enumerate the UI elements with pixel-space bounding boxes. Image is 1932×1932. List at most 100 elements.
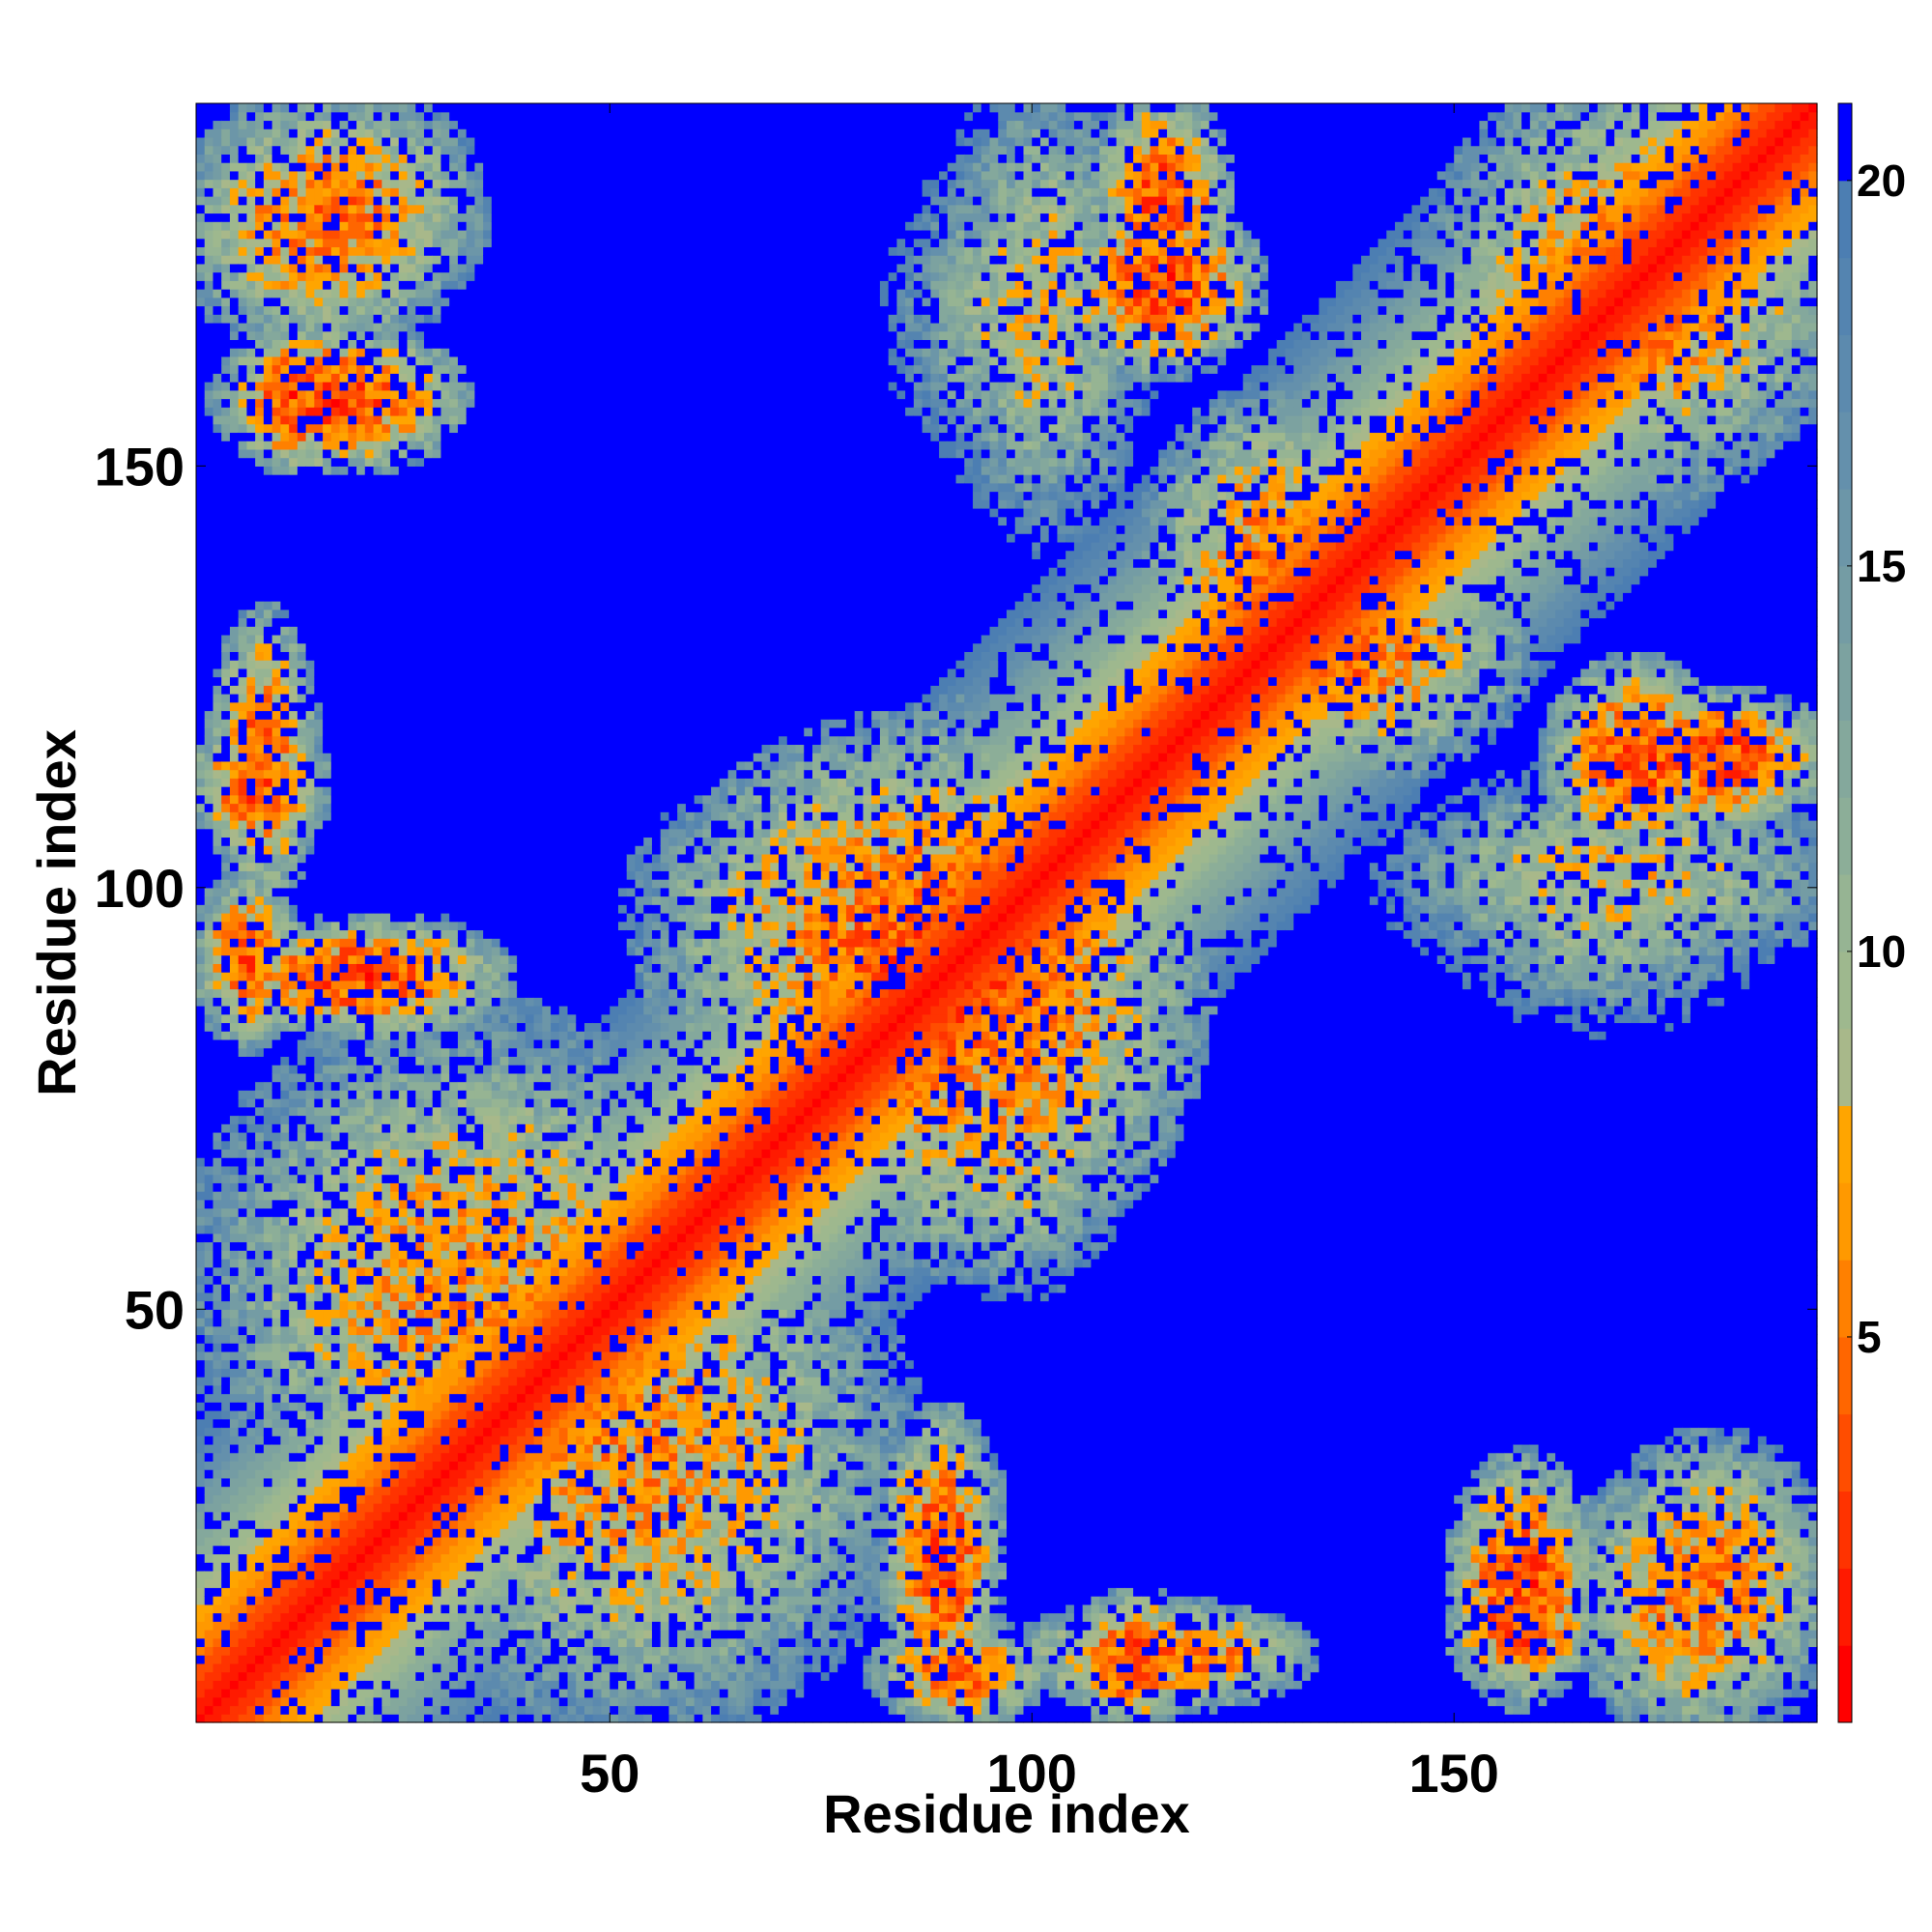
heatmap-cell [306,845,315,854]
heatmap-cell [205,458,213,467]
heatmap-cell [205,1672,213,1681]
heatmap-cell [246,1090,255,1098]
heatmap-cell [230,348,239,356]
heatmap-cell [213,727,221,736]
heatmap-cell [230,1469,239,1478]
heatmap-cell [306,196,315,205]
heatmap-cell [264,904,272,913]
heatmap-cell [280,221,289,230]
heatmap-cell [264,1368,272,1377]
heatmap-cell [196,272,205,281]
heatmap-cell [246,1250,255,1259]
heatmap-cell [272,1284,281,1293]
heatmap-cell [289,1048,298,1057]
heatmap-cell [264,617,272,626]
heatmap-cell [264,702,272,711]
heatmap-cell [230,466,239,474]
heatmap-cell [196,1579,205,1588]
heatmap-cell [264,1487,272,1495]
heatmap-cell [289,365,298,374]
heatmap-cell [196,246,205,255]
heatmap-cell [255,711,264,720]
heatmap-cell [289,896,298,905]
heatmap-cell [246,811,255,820]
heatmap-cell [213,551,221,559]
heatmap-cell [289,272,298,281]
heatmap-cell [246,1494,255,1503]
heatmap-cell [205,187,213,196]
heatmap-cell [196,440,205,449]
heatmap-cell [289,904,298,913]
heatmap-cell [213,811,221,820]
heatmap-cell [221,1082,230,1091]
heatmap-cell [272,804,281,812]
heatmap-cell [221,1284,230,1293]
heatmap-cell [289,1149,298,1157]
heatmap-cell [213,837,221,845]
heatmap-cell [264,331,272,340]
heatmap-cell [221,137,230,146]
heatmap-cell [230,508,239,517]
heatmap-cell [272,811,281,820]
heatmap-cell [264,795,272,804]
heatmap-cell [246,162,255,171]
heatmap-cell [213,1487,221,1495]
heatmap-cell [255,1326,264,1335]
heatmap-cell [196,922,205,930]
heatmap-cell [289,778,298,786]
heatmap-cell [298,128,306,137]
heatmap-cell [239,474,247,483]
heatmap-cell [255,1646,264,1655]
heatmap-cell [272,1275,281,1284]
heatmap-cell [280,1461,289,1469]
heatmap-cell [230,1587,239,1596]
heatmap-cell [289,1175,298,1183]
heatmap-cell [289,1546,298,1554]
heatmap-cell [264,1157,272,1166]
heatmap-cell [272,1132,281,1141]
heatmap-cell [221,187,230,196]
heatmap-cell [239,1427,247,1435]
heatmap-cell [272,1605,281,1613]
heatmap-cell [298,1579,306,1588]
heatmap-cell [213,567,221,576]
heatmap-cell [246,331,255,340]
heatmap-cell [289,1621,298,1630]
heatmap-cell [280,922,289,930]
heatmap-cell [272,879,281,888]
heatmap-cell [246,980,255,989]
heatmap-cell [213,1520,221,1529]
heatmap-cell [213,1410,221,1419]
heatmap-cell [264,533,272,542]
heatmap-cell [246,1234,255,1242]
heatmap-cell [230,1343,239,1351]
heatmap-cell [213,1605,221,1613]
heatmap-cell [298,196,306,205]
heatmap-cell [280,1065,289,1073]
heatmap-cell [255,1706,264,1715]
heatmap-cell [264,1351,272,1360]
heatmap-cell [213,103,221,112]
heatmap-cell [289,1553,298,1562]
heatmap-cell [239,1182,247,1191]
heatmap-cell [298,1461,306,1469]
heatmap-cell [230,458,239,467]
heatmap-cell [289,1351,298,1360]
heatmap-cell [272,711,281,720]
heatmap-cell [289,719,298,727]
heatmap-cell [264,829,272,838]
heatmap-cell [289,727,298,736]
heatmap-cell [306,213,315,221]
heatmap-cell [255,677,264,686]
heatmap-cell [213,1503,221,1512]
heatmap-cell [246,390,255,399]
heatmap-cell [255,1714,264,1722]
heatmap-cell [246,922,255,930]
heatmap-cell [221,761,230,770]
heatmap-cell [230,298,239,306]
heatmap-cell [264,1360,272,1369]
heatmap-cell [196,643,205,652]
heatmap-cell [264,298,272,306]
heatmap-cell [221,677,230,686]
heatmap-cell [289,239,298,247]
